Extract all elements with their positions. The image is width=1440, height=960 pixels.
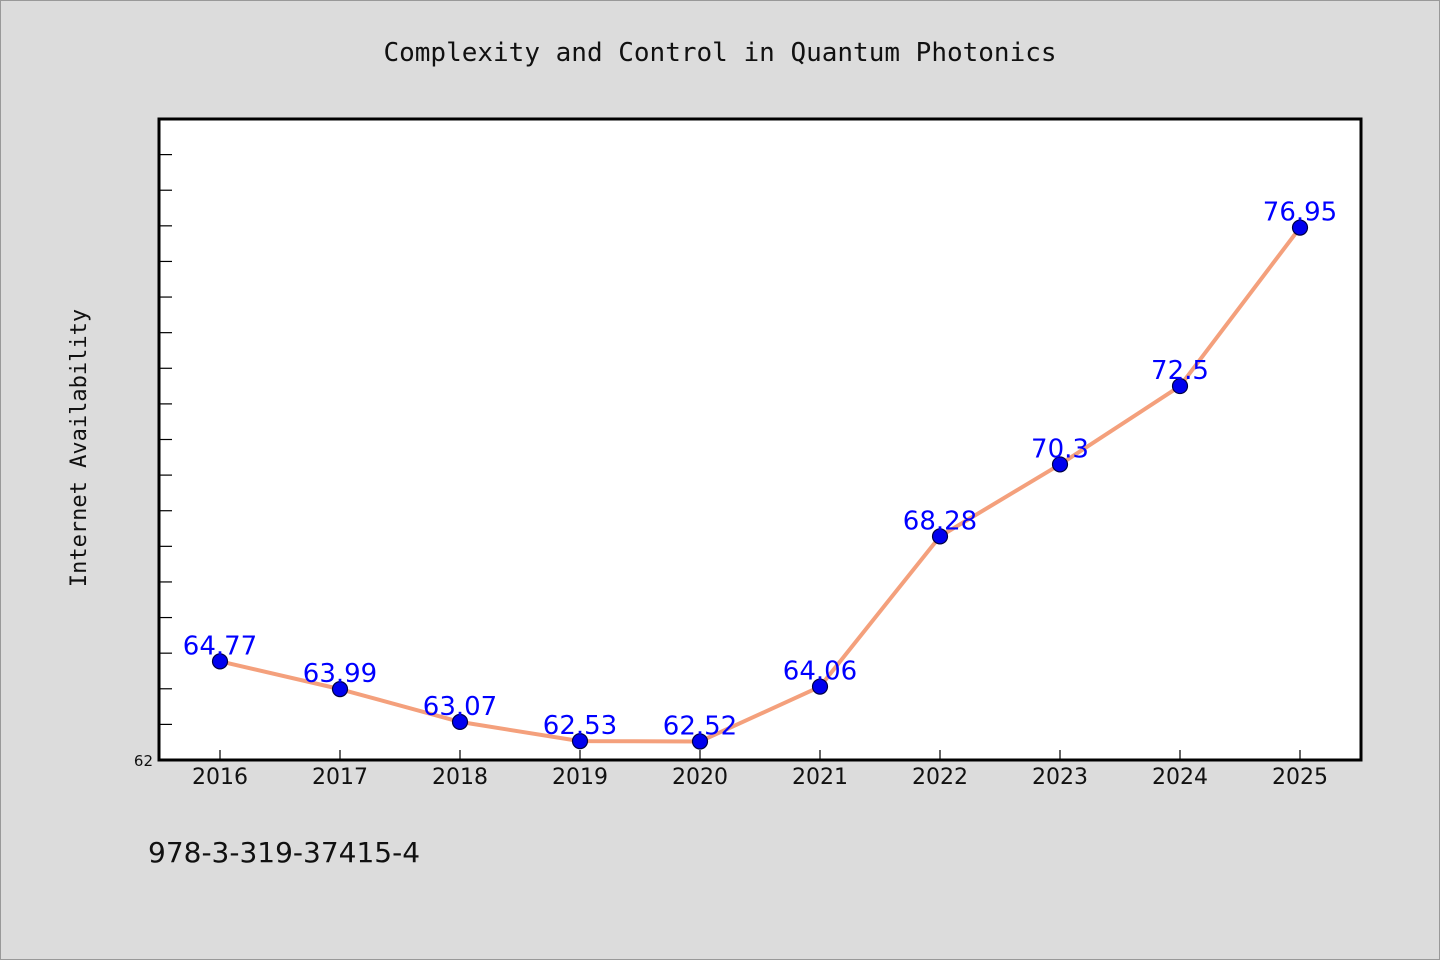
data-label: 68.28: [903, 506, 977, 536]
data-label: 64.77: [183, 631, 257, 661]
x-tick-label: 2022: [912, 765, 968, 790]
data-label: 63.07: [423, 692, 497, 722]
data-label: 64.06: [783, 657, 857, 687]
series-line: [218, 225, 1302, 744]
x-tick-label: 2024: [1152, 765, 1208, 790]
series-markers: [211, 219, 1309, 750]
x-tick-label: 2016: [192, 765, 248, 790]
plot-area: [159, 119, 1361, 760]
data-label: 63.99: [303, 659, 377, 689]
data-label: 72.5: [1151, 356, 1209, 386]
data-label: 70.3: [1031, 434, 1089, 464]
data-point: [811, 678, 829, 695]
y-axis-min-label: 62: [134, 752, 153, 770]
x-tick-label: 2017: [312, 765, 368, 790]
x-tick-label: 2023: [1032, 765, 1088, 790]
x-tick-label: 2020: [672, 765, 728, 790]
x-tick-label: 2018: [432, 765, 488, 790]
data-point: [1051, 456, 1069, 473]
x-tick-label: 2019: [552, 765, 608, 790]
data-label: 62.52: [663, 711, 737, 741]
data-point: [691, 733, 709, 750]
data-point: [1171, 377, 1189, 395]
data-point: [931, 528, 949, 545]
data-label: 62.53: [543, 711, 617, 741]
data-labels: 64.77 63.99 63.07 62.53 62.52 64.06 68.28 70.3 7…: [183, 198, 1337, 742]
data-point: [211, 653, 229, 670]
data-label: 76.95: [1263, 198, 1337, 228]
footnote: 978-3-319-37415-4: [148, 836, 420, 869]
chart-title: Complexity and Control in Quantum Photon…: [383, 38, 1056, 68]
data-point: [331, 681, 349, 698]
x-axis-ticks: [219, 750, 1301, 760]
x-tick-label: 2025: [1272, 765, 1328, 790]
y-axis-ticks: [159, 154, 172, 725]
x-tick-label: 2021: [792, 765, 848, 790]
plot-border: [157, 117, 1363, 762]
data-point: [451, 713, 469, 730]
data-point: [1291, 219, 1309, 236]
data-point: [571, 733, 589, 750]
x-axis-tick-labels: 2016 2017 2018 2019 2020 2021 2022 2023 2024 2025: [192, 765, 1328, 790]
y-axis-label: Internet Availability: [67, 309, 92, 587]
